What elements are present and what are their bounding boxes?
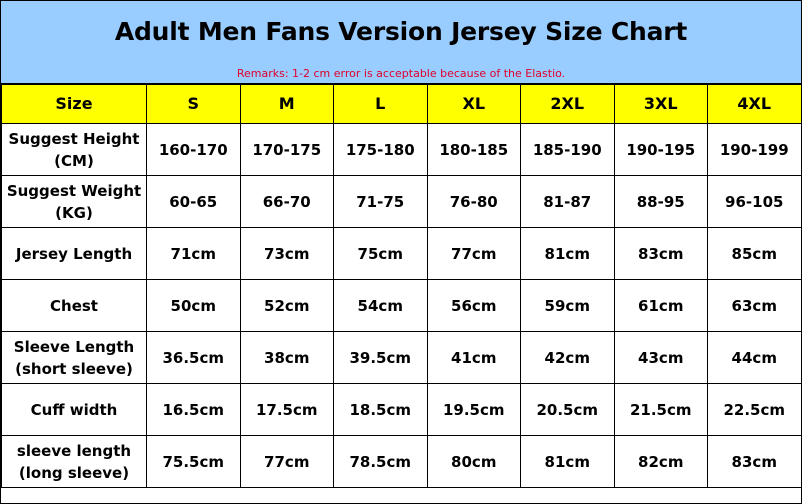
table-cell: 43cm (613, 331, 708, 384)
size-table-body: Suggest Height (CM) 160-170 170-175 175-180 1… (1, 123, 802, 488)
row-label-line: (long sleeve) (18, 463, 130, 482)
table-cell: 36.5cm (146, 331, 241, 384)
table-row: Sleeve Length (short sleeve) 36.5cm 38cm 39.… (1, 331, 802, 384)
table-row: Suggest Height (CM) 160-170 170-175 175-180 1… (1, 123, 802, 176)
size-header-row: Size S M L XL 2XL 3XL 4XL (1, 84, 802, 124)
table-cell: 170-175 (239, 123, 334, 176)
table-cell: 80cm (426, 435, 521, 488)
table-cell: 77cm (239, 435, 334, 488)
table-cell: 73cm (239, 227, 334, 280)
row-label-line: (CM) (54, 151, 94, 170)
table-cell: 18.5cm (333, 383, 428, 436)
table-cell: 19.5cm (426, 383, 521, 436)
table-cell: 38cm (239, 331, 334, 384)
table-cell: 41cm (426, 331, 521, 384)
table-cell: 59cm (520, 279, 615, 332)
header-cell-2xl: 2XL (520, 84, 615, 124)
row-label: Suggest Weight (KG) (1, 175, 147, 228)
chart-title: Adult Men Fans Version Jersey Size Chart (114, 17, 688, 46)
table-cell: 88-95 (613, 175, 708, 228)
table-cell: 17.5cm (239, 383, 334, 436)
table-cell: 54cm (333, 279, 428, 332)
row-label: Suggest Height (CM) (1, 123, 147, 176)
table-cell: 71-75 (333, 175, 428, 228)
table-cell: 39.5cm (333, 331, 428, 384)
row-label-line: Suggest Height (8, 129, 140, 148)
remarks-note: Remarks: 1-2 cm error is acceptable beca… (236, 67, 566, 80)
table-cell: 83cm (613, 227, 708, 280)
table-cell: 50cm (146, 279, 241, 332)
header-cell-m: M (239, 84, 334, 124)
size-table: Size S M L XL 2XL 3XL 4XL Suggest Height… (1, 84, 802, 488)
header-cell-l: L (333, 84, 428, 124)
table-cell: 190-195 (613, 123, 708, 176)
table-row: Jersey Length 71cm 73cm 75cm 77cm 81cm 83cm 85c… (1, 227, 802, 280)
table-cell: 75cm (333, 227, 428, 280)
row-label-line: Sleeve Length (13, 337, 135, 356)
row-label-line: Cuff width (30, 400, 118, 419)
chart-header: Adult Men Fans Version Jersey Size Chart… (1, 1, 801, 84)
table-cell: 81cm (520, 435, 615, 488)
header-cell-s: S (146, 84, 241, 124)
table-row: Cuff width 16.5cm 17.5cm 18.5cm 19.5cm 20.5cm… (1, 383, 802, 436)
table-cell: 63cm (707, 279, 802, 332)
header-cell-xl: XL (426, 84, 521, 124)
row-label: sleeve length (long sleeve) (1, 435, 147, 488)
row-label: Cuff width (1, 383, 147, 436)
header-cell-4xl: 4XL (707, 84, 802, 124)
table-cell: 85cm (707, 227, 802, 280)
table-cell: 77cm (426, 227, 521, 280)
table-cell: 75.5cm (146, 435, 241, 488)
table-row: sleeve length (long sleeve) 75.5cm 77cm 78.5… (1, 435, 802, 488)
row-label-line: (KG) (55, 203, 93, 222)
row-label-line: Suggest Weight (6, 181, 142, 200)
row-label-line: Jersey Length (15, 244, 133, 263)
table-cell: 82cm (613, 435, 708, 488)
table-cell: 22.5cm (707, 383, 802, 436)
table-cell: 61cm (613, 279, 708, 332)
table-cell: 16.5cm (146, 383, 241, 436)
table-cell: 78.5cm (333, 435, 428, 488)
table-cell: 42cm (520, 331, 615, 384)
table-cell: 81cm (520, 227, 615, 280)
table-cell: 76-80 (426, 175, 521, 228)
row-label: Jersey Length (1, 227, 147, 280)
table-cell: 60-65 (146, 175, 241, 228)
row-label-line: Chest (50, 296, 98, 315)
table-cell: 71cm (146, 227, 241, 280)
table-cell: 20.5cm (520, 383, 615, 436)
row-label: Chest (1, 279, 147, 332)
table-cell: 66-70 (239, 175, 334, 228)
table-cell: 44cm (707, 331, 802, 384)
header-cell-3xl: 3XL (613, 84, 708, 124)
table-cell: 175-180 (333, 123, 428, 176)
row-label: Sleeve Length (short sleeve) (1, 331, 147, 384)
table-cell: 180-185 (426, 123, 521, 176)
table-cell: 96-105 (707, 175, 802, 228)
table-row: Chest 50cm 52cm 54cm 56cm 59cm 61cm 63cm (1, 279, 802, 332)
table-cell: 52cm (239, 279, 334, 332)
header-cell-size: Size (1, 84, 147, 124)
table-cell: 83cm (707, 435, 802, 488)
table-cell: 56cm (426, 279, 521, 332)
table-cell: 185-190 (520, 123, 615, 176)
table-row: Suggest Weight (KG) 60-65 66-70 71-75 76-80 81… (1, 175, 802, 228)
table-cell: 81-87 (520, 175, 615, 228)
table-cell: 190-199 (707, 123, 802, 176)
table-cell: 160-170 (146, 123, 241, 176)
row-label-line: sleeve length (16, 441, 132, 460)
row-label-line: (short sleeve) (15, 359, 133, 378)
table-cell: 21.5cm (613, 383, 708, 436)
